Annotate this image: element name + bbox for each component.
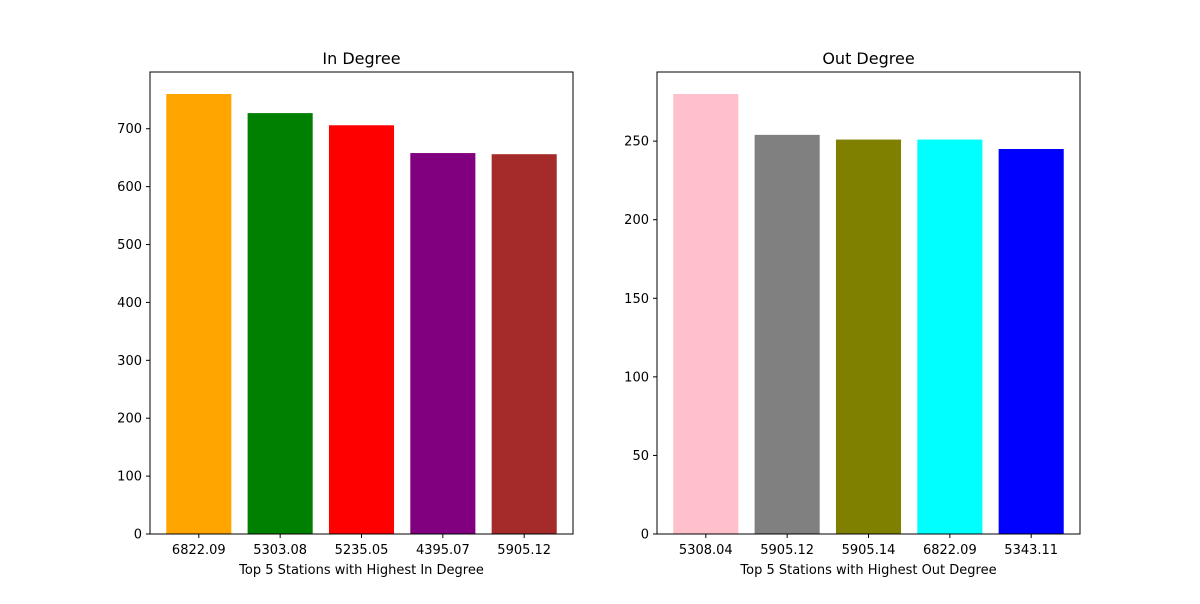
x-axis-label: Top 5 Stations with Highest In Degree: [238, 563, 484, 578]
y-tick-label: 600: [117, 180, 142, 195]
bar-5905.12: [754, 134, 820, 534]
axes-frame: [149, 71, 574, 535]
x-tick-label: 5905.12: [760, 543, 814, 558]
bar-5235.05: [328, 125, 395, 535]
chart-title: Out Degree: [822, 49, 914, 68]
bar-4395.07: [410, 153, 476, 535]
x-tick-label: 5303.08: [253, 543, 307, 558]
y-tick-label: 500: [117, 238, 142, 253]
chart-panel-2: 5308.04 5905.12 5905.14 6822.09 5343.11 0 50 10…: [624, 49, 1081, 578]
y-tick-label: 100: [117, 470, 142, 485]
x-axis-label: Top 5 Stations with Highest Out Degree: [739, 563, 996, 578]
axes-frame: [656, 71, 1081, 535]
chart-title: In Degree: [322, 49, 400, 68]
y-tick-label: 0: [134, 528, 142, 543]
bar-5905.12: [491, 154, 557, 535]
bar-6822.09: [917, 139, 983, 535]
bar-5905.14: [835, 139, 902, 535]
y-tick-label: 300: [117, 354, 142, 369]
y-tick-label: 200: [624, 213, 649, 228]
x-tick-label: 6822.09: [923, 543, 977, 558]
bar-5343.11: [998, 149, 1064, 534]
x-tick-label: 5905.14: [842, 543, 896, 558]
bar-5303.08: [247, 113, 313, 535]
y-tick-label: 0: [641, 528, 649, 543]
y-tick-label: 50: [632, 449, 649, 464]
chart-panel-1: 6822.09 5303.08 5235.05 4395.07 5905.12 0 100 2…: [117, 49, 574, 578]
x-tick-label: 4395.07: [416, 543, 470, 558]
x-tick-label: 5235.05: [335, 543, 389, 558]
y-tick-label: 150: [624, 292, 649, 307]
bar-5308.04: [673, 94, 739, 534]
x-tick-label: 5905.12: [497, 543, 551, 558]
x-tick-label: 5343.11: [1004, 543, 1058, 558]
y-tick-label: 200: [117, 412, 142, 427]
y-tick-label: 100: [624, 370, 649, 385]
bar-6822.09: [166, 94, 232, 534]
y-tick-label: 700: [117, 122, 142, 137]
x-tick-label: 6822.09: [172, 543, 226, 558]
x-tick-label: 5308.04: [679, 543, 733, 558]
y-tick-label: 400: [117, 296, 142, 311]
y-tick-label: 250: [624, 135, 649, 150]
